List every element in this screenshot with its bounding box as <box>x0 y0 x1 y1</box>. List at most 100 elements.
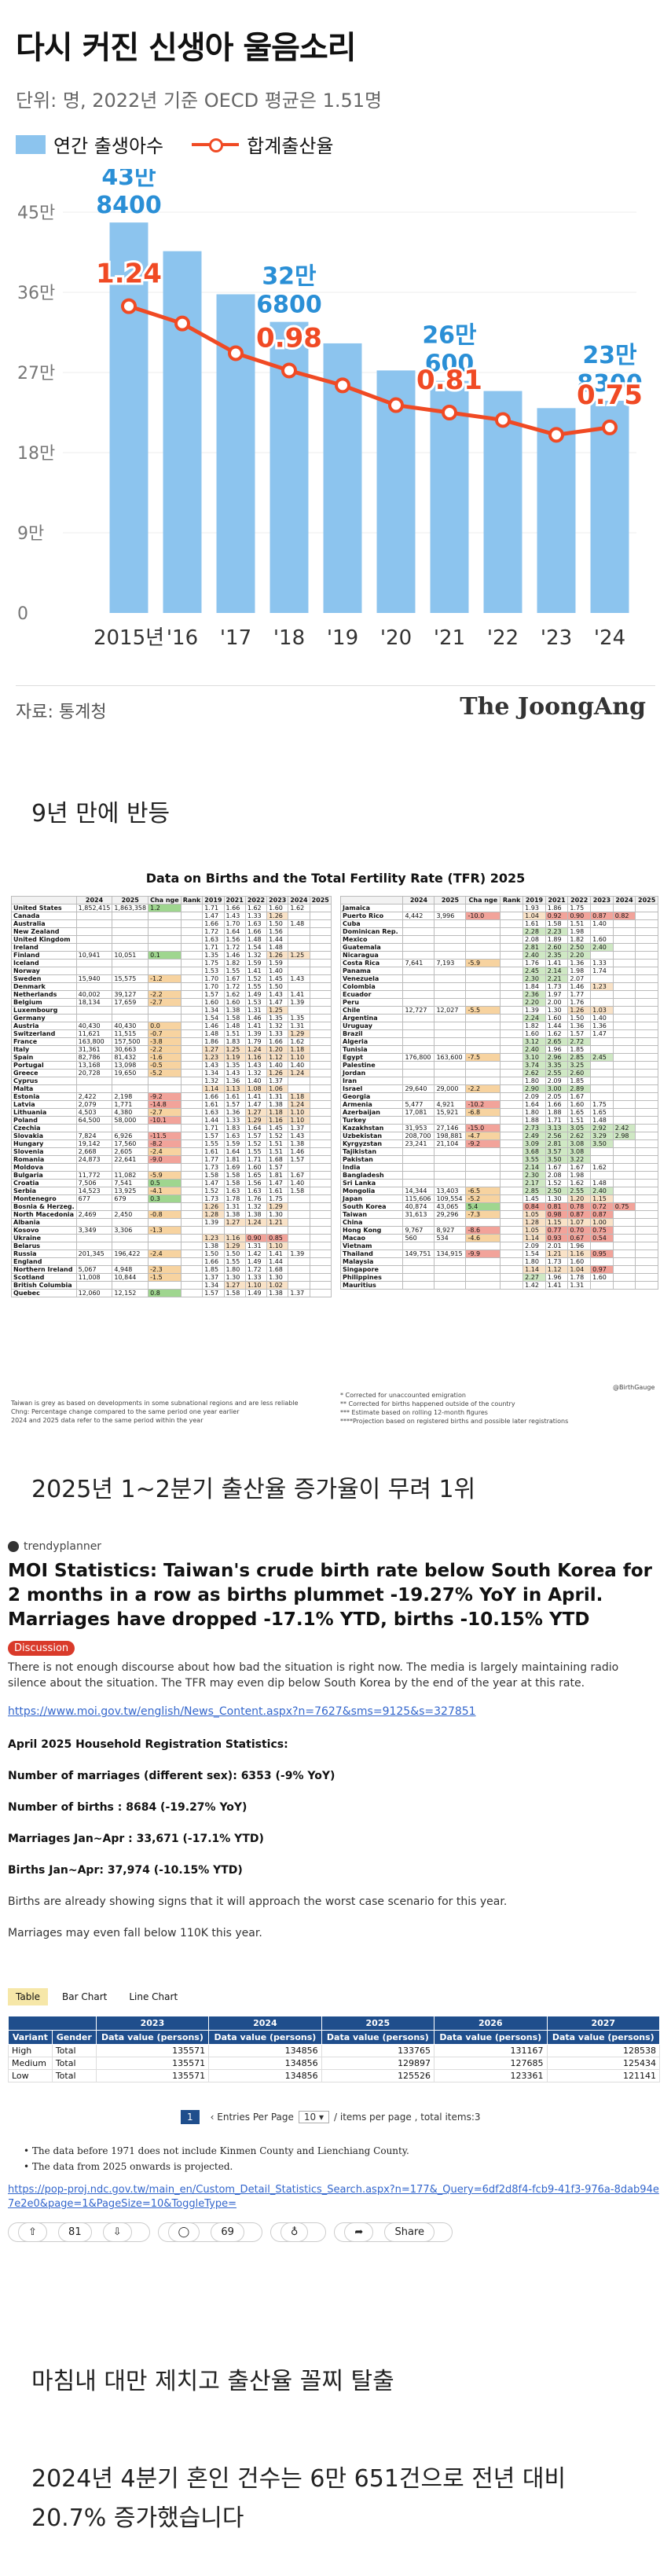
x-tick-label: '22 <box>487 626 519 650</box>
column-header: Data value (persons) <box>434 2030 548 2045</box>
value-cell: 1.33 <box>590 959 614 967</box>
value-cell <box>500 919 524 928</box>
value-cell <box>612 1061 636 1070</box>
table-row: Russia 201,345 196,422 -2.4 1.50 1.50 1.42 1.41… <box>11 1249 332 1258</box>
value-cell <box>288 1077 310 1085</box>
chevron-left-icon[interactable]: ‹ <box>210 2112 218 2123</box>
value-cell: 1.77 <box>202 1155 225 1164</box>
country-cell: Algeria <box>339 1037 404 1046</box>
value-cell: 1.16 <box>266 1116 289 1125</box>
value-cell: 1.16 <box>223 1234 246 1242</box>
value-cell <box>434 974 467 983</box>
tab-bar-chart[interactable]: Bar Chart <box>62 1991 108 2002</box>
value-cell: 208,700 <box>402 1132 435 1140</box>
post-headline[interactable]: MOI Statistics: Taiwan's crude birth rat… <box>8 1561 652 1630</box>
value-cell <box>434 1265 467 1274</box>
value-cell <box>590 1069 614 1077</box>
value-cell <box>465 1281 501 1290</box>
value-cell: 1.73 <box>544 982 569 991</box>
tab-table[interactable]: Table <box>8 1988 49 2005</box>
value-cell <box>402 1171 435 1180</box>
table-row: Tunisia 2.40 1.96 1.85 <box>339 1045 658 1054</box>
value-cell: 1.80 <box>522 1108 546 1117</box>
value-cell <box>612 1116 636 1125</box>
country-cell: Nicaragua <box>339 951 404 960</box>
vote-button[interactable]: ⇧ 81 ⇩ <box>8 2222 150 2242</box>
value-cell <box>180 1226 204 1235</box>
value-cell <box>612 998 636 1007</box>
label-cell: Low <box>8 2069 53 2082</box>
value-cell <box>434 1061 467 1070</box>
value-cell: 1.75 <box>567 904 592 912</box>
moi-link[interactable]: https://www.moi.gov.tw/english/News_Cont… <box>8 1705 476 1718</box>
y-tick-label: 9만 <box>17 524 44 544</box>
value-cell: 0.67 <box>567 1234 592 1242</box>
value-cell <box>500 1273 524 1282</box>
table-row: Turkey 1.88 1.71 1.51 1.48 <box>339 1116 658 1125</box>
value-cell <box>112 927 149 936</box>
value-cell <box>180 1077 204 1085</box>
table-row: Panama 2.45 2.14 1.98 1.74 <box>339 967 658 975</box>
value-cell: 1.40 <box>288 1179 310 1187</box>
value-cell: 1.43 <box>223 1069 246 1077</box>
discussion-tag[interactable]: Discussion <box>8 1641 75 1656</box>
value-cell <box>244 1226 268 1235</box>
value-cell <box>266 1226 289 1235</box>
value-cell <box>465 1061 501 1070</box>
page-number[interactable]: 1 <box>181 2110 200 2124</box>
ndc-link[interactable]: https://pop-proj.ndc.gov.tw/main_en/Cust… <box>8 2184 659 2210</box>
value-cell: -2.4 <box>148 1147 182 1156</box>
value-cell <box>180 974 204 983</box>
value-cell <box>112 1257 149 1266</box>
value-cell <box>180 1249 204 1258</box>
table-row: Israel 29,640 29,000 -2.2 2.90 3.00 2.89 <box>339 1084 658 1093</box>
value-cell: 131167 <box>434 2044 548 2057</box>
page-size-select[interactable]: 10 ▾ <box>298 2111 329 2123</box>
post-source[interactable]: trendyplanner <box>8 1540 101 1553</box>
country-cell: Costa Rica <box>339 959 404 967</box>
value-cell: 1.58 <box>223 1014 246 1022</box>
value-cell <box>612 1265 636 1274</box>
value-cell <box>148 935 182 944</box>
value-cell: 1.38 <box>266 1289 289 1297</box>
value-cell: 19,142 <box>75 1139 113 1148</box>
tfr-note: Taiwan is grey as based on developments … <box>11 1400 299 1407</box>
value-cell: 1.54 <box>244 943 268 952</box>
country-cell: Albania <box>11 1218 77 1227</box>
value-cell: 1.31 <box>567 1281 592 1290</box>
table-row: Latvia 2,079 1,771 -14.8 1.61 1.57 1.47 1.38 1.2… <box>11 1100 332 1109</box>
value-cell <box>148 1163 182 1172</box>
country-cell: Hungary <box>11 1139 77 1148</box>
value-cell <box>288 1273 310 1282</box>
award-button[interactable]: ♁ <box>270 2222 327 2242</box>
tfr-point-1 <box>174 315 190 332</box>
value-cell: 2.09 <box>544 1077 569 1085</box>
value-cell <box>500 943 524 952</box>
table-row: Netherlands 40,002 39,127 -2.2 1.57 1.62 1.49 1… <box>11 990 332 999</box>
value-cell <box>75 1163 113 1172</box>
value-cell <box>288 1257 310 1266</box>
share-button[interactable]: ➦ Share <box>334 2222 453 2242</box>
value-cell <box>590 1257 614 1266</box>
value-cell: 31,361 <box>75 1045 113 1054</box>
value-cell <box>612 1014 636 1022</box>
x-tick-label: '21 <box>434 626 465 650</box>
value-cell: -14.8 <box>148 1100 182 1109</box>
table-row: Mauritius 1.42 1.41 1.31 <box>339 1281 658 1290</box>
value-cell: 1.33 <box>244 1273 268 1282</box>
value-cell <box>500 1077 524 1085</box>
value-cell <box>500 1265 524 1274</box>
value-cell <box>75 919 113 928</box>
value-cell: 121141 <box>546 2069 661 2082</box>
value-cell: 0.87 <box>590 912 614 920</box>
tfr-header-cell: Cha nge <box>465 896 501 905</box>
country-cell: Tunisia <box>339 1045 404 1054</box>
table-row: Sweden 15,940 15,575 -1.2 1.70 1.67 1.52 1.45 1.… <box>11 974 332 983</box>
table-row: Greece 20,728 19,650 -5.2 1.34 1.43 1.32 1.26 1.… <box>11 1069 332 1077</box>
tab-line-chart[interactable]: Line Chart <box>129 1991 178 2002</box>
comments-button[interactable]: ◯ 69 <box>157 2222 262 2242</box>
value-cell: 3.74 <box>522 1061 546 1070</box>
value-cell: 2.30 <box>522 974 546 983</box>
value-cell: 123361 <box>434 2069 548 2082</box>
value-cell: 81,432 <box>112 1053 149 1062</box>
